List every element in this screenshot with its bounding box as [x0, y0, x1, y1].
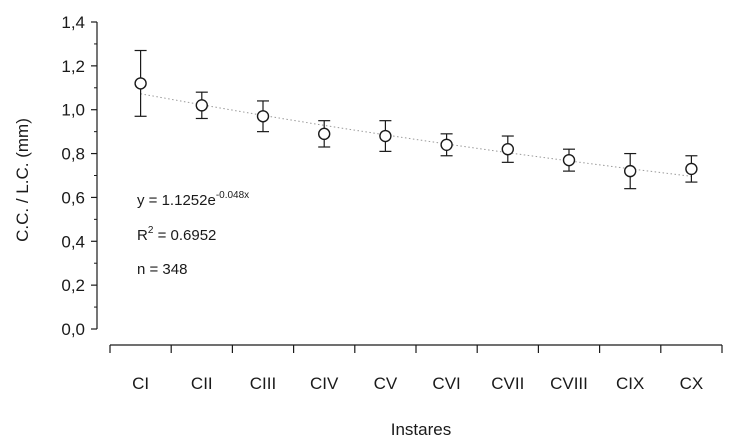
r2-exponent: 2	[148, 225, 154, 236]
x-ticks: CI CII CIII CIV CV CVI CVII CVIII CIX CX	[109, 345, 723, 393]
plot-area	[134, 49, 698, 190]
data-point	[440, 138, 453, 152]
y-tick-label: 0,4	[61, 232, 85, 251]
x-category-label: CIX	[616, 374, 644, 393]
x-category-label: CVIII	[550, 374, 588, 393]
x-category-label: CV	[374, 374, 398, 393]
y-tick-label: 0,6	[61, 188, 85, 207]
r2-value: = 0.6952	[153, 227, 216, 244]
equation-exponent: -0.048x	[216, 190, 249, 201]
annotations: y = 1.1252e-0.048x R2 = 0.6952 n = 348	[137, 190, 249, 278]
y-tick-label: 0,0	[61, 320, 85, 339]
data-point	[379, 129, 392, 143]
x-category-label: CIII	[250, 374, 276, 393]
n-annotation: n = 348	[137, 261, 187, 278]
x-category-label: CX	[680, 374, 704, 393]
r2-prefix: R	[137, 227, 148, 244]
y-tick-label: 1,4	[61, 13, 85, 32]
y-tick-label: 1,0	[61, 101, 85, 120]
x-category-label: CVII	[491, 374, 524, 393]
y-ticks: 0,0 0,2 0,4 0,6 0,8 1,0 1,2 1,4	[61, 13, 97, 339]
y-tick-label: 0,8	[61, 145, 85, 164]
x-axis-title: Instares	[391, 420, 451, 439]
x-category-label: CII	[191, 374, 213, 393]
data-point	[134, 77, 147, 90]
data-points	[134, 77, 698, 178]
data-point	[624, 164, 637, 178]
y-axis: 0,0 0,2 0,4 0,6 0,8 1,0 1,2 1,4 C.C. / L.C. (mm…	[13, 13, 98, 339]
data-point	[562, 153, 576, 167]
x-category-label: CVI	[432, 374, 460, 393]
x-category-label: CIV	[310, 374, 339, 393]
y-axis-title: C.C. / L.C. (mm)	[13, 118, 32, 242]
r-squared-annotation: R2 = 0.6952	[137, 225, 216, 244]
equation-annotation: y = 1.1252e-0.048x	[137, 190, 249, 209]
data-point	[685, 162, 698, 176]
data-point	[256, 110, 270, 123]
x-axis: CI CII CIII CIV CV CVI CVII CVIII CIX CX Instares	[109, 344, 723, 439]
x-category-label: CI	[132, 374, 149, 393]
y-tick-label: 0,2	[61, 276, 85, 295]
trendline	[140, 93, 692, 177]
y-tick-label: 1,2	[61, 57, 85, 76]
data-point	[195, 99, 209, 112]
equation-prefix: y = 1.1252e	[137, 192, 216, 209]
data-point	[501, 142, 514, 156]
error-bars	[134, 49, 698, 190]
data-point	[318, 127, 331, 141]
